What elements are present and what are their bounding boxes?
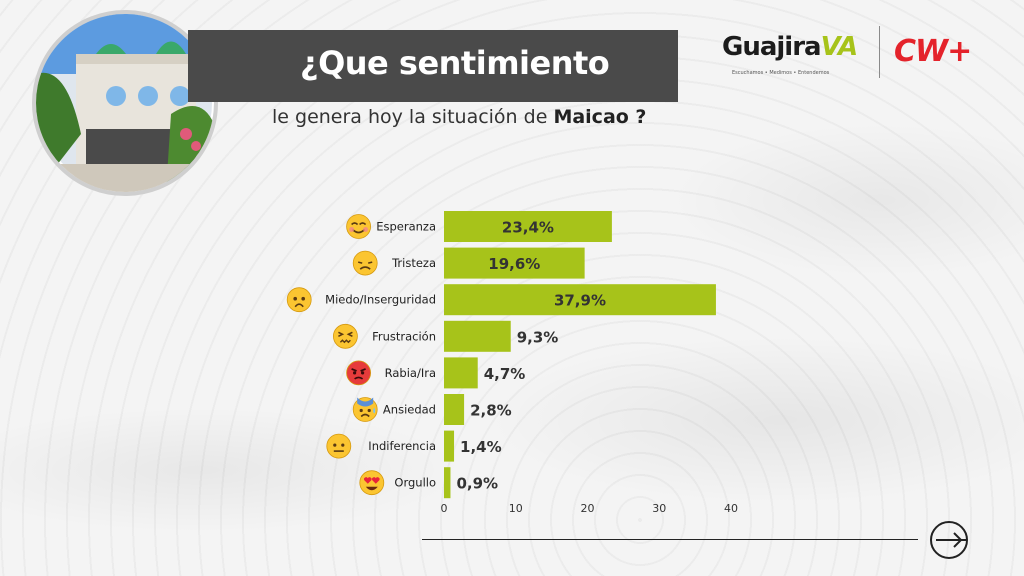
bar	[444, 247, 585, 279]
category-label: Tristeza	[391, 256, 436, 270]
data-label: 9,3%	[517, 328, 559, 346]
cw-plus-logo: CW+	[894, 34, 972, 69]
category-label: Esperanza	[376, 220, 436, 234]
category-label: Miedo/Inserguridad	[325, 293, 436, 307]
x-tick-label: 30	[652, 502, 666, 515]
x-tick-label: 40	[724, 502, 738, 515]
bar	[444, 320, 511, 352]
neutral-face-icon	[326, 433, 352, 459]
logo-divider	[879, 26, 880, 78]
arrow-right-icon	[936, 532, 990, 548]
angry-face-icon	[346, 360, 372, 386]
data-label: 19,6%	[488, 255, 540, 273]
category-label: Orgullo	[394, 476, 436, 490]
footer-divider	[422, 539, 918, 540]
guajira-va-logo: GuajiraVA	[722, 32, 858, 62]
page-title: ¿Que sentimiento	[300, 44, 610, 82]
subtitle-text: le genera hoy la situación de	[272, 106, 554, 128]
data-label: 23,4%	[502, 219, 554, 237]
anxious-face-icon	[352, 397, 378, 422]
fearful-face-icon	[286, 287, 312, 313]
category-label: Ansiedad	[383, 403, 436, 417]
data-label: 0,9%	[456, 475, 498, 493]
bar	[444, 394, 465, 425]
bar	[444, 430, 455, 462]
title-bar	[188, 30, 678, 102]
data-label: 4,7%	[484, 365, 526, 383]
page-subtitle: le genera hoy la situación de Maicao ?	[272, 106, 646, 128]
heart-eyes-face-icon	[359, 470, 385, 496]
category-label: Rabia/Ira	[385, 366, 436, 380]
smiling-face-icon	[346, 214, 372, 239]
data-label: 1,4%	[460, 438, 502, 456]
x-tick-label: 20	[581, 502, 595, 515]
x-tick-label: 0	[441, 502, 448, 515]
frustrated-face-icon	[332, 323, 358, 349]
bar	[444, 211, 612, 242]
next-button[interactable]	[930, 521, 990, 559]
sad-face-icon	[352, 250, 378, 276]
bar	[444, 284, 716, 316]
data-label: 2,8%	[470, 402, 512, 420]
guajira-logo-text: Guajira	[722, 32, 822, 62]
bar	[444, 357, 478, 389]
guajira-tagline: Escuchamos • Medimos • Entendemos	[732, 70, 830, 76]
data-label: 37,9%	[554, 292, 606, 310]
va-logo-text: VA	[820, 32, 858, 62]
bar	[444, 467, 451, 499]
subtitle-place: Maicao ?	[553, 106, 647, 128]
x-tick-label: 10	[509, 502, 523, 515]
category-label: Frustración	[372, 329, 436, 343]
category-label: Indiferencia	[368, 439, 436, 453]
